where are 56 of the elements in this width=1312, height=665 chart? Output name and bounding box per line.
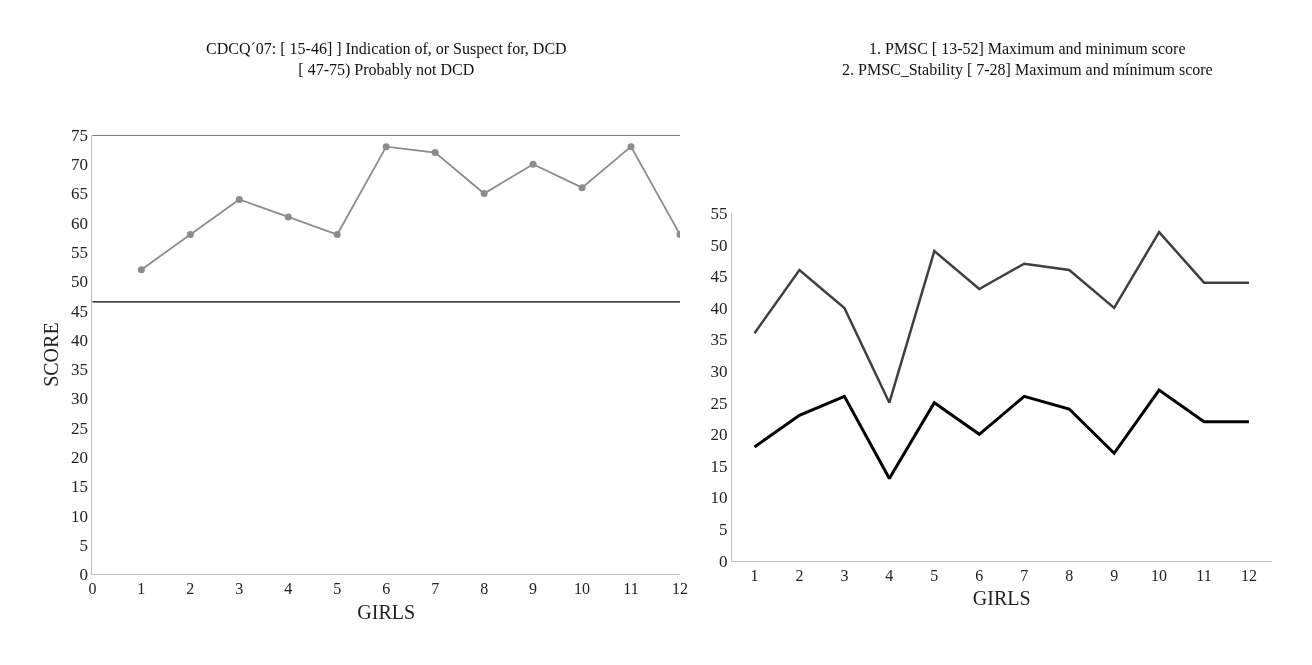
- x-tick-label: 9: [529, 580, 538, 598]
- y-tick-label: 30: [71, 389, 88, 409]
- x-axis-title: GIRLS: [972, 587, 1031, 610]
- y-tick-label: 5: [719, 520, 728, 540]
- y-tick-label: 35: [71, 360, 88, 380]
- x-tick-label: 6: [975, 566, 984, 584]
- x-tick-label: 2: [186, 580, 195, 598]
- y-tick-label: 50: [710, 235, 728, 255]
- x-tick-label: 5: [930, 566, 939, 584]
- y-tick-label: 0: [719, 551, 728, 571]
- x-tick-label: 11: [623, 580, 639, 598]
- y-tick-label: 10: [710, 488, 728, 508]
- x-tick-label: 3: [235, 580, 244, 598]
- x-tick-label: 11: [1196, 566, 1212, 584]
- y-tick-label: 50: [71, 272, 88, 292]
- y-tick-label: 25: [710, 393, 728, 413]
- x-tick-label: 4: [885, 566, 894, 584]
- y-tick-label: 70: [71, 155, 88, 175]
- x-tick-label: 5: [333, 580, 342, 598]
- y-tick-label: 20: [71, 448, 88, 468]
- y-tick-label: 5: [79, 535, 88, 555]
- chart-title: CDCQ´07: [ 15-46] ] Indication of, or Suspect for, DCD [ 47-75) Probably not DCD: [206, 40, 567, 79]
- y-tick-label: 75: [71, 125, 88, 145]
- x-tick-label: 12: [672, 580, 688, 598]
- x-tick-label: 8: [1065, 566, 1074, 584]
- y-tick-label: 10: [71, 506, 88, 526]
- x-tick-label: 10: [574, 580, 591, 598]
- x-tick-label: 2: [795, 566, 804, 584]
- y-tick-label: 15: [71, 477, 88, 497]
- x-tick-label: 3: [840, 566, 849, 584]
- x-tick-label: 1: [137, 580, 146, 598]
- y-tick-label: 45: [71, 301, 88, 321]
- x-tick-label: 1: [750, 566, 759, 584]
- y-tick-label: 55: [71, 243, 88, 263]
- y-tick-label: 15: [710, 456, 728, 476]
- x-tick-label: 9: [1110, 566, 1119, 584]
- y-tick-label: 30: [710, 362, 728, 382]
- x-tick-label: 6: [382, 580, 391, 598]
- y-axis-title: SCORE: [40, 322, 63, 387]
- x-tick-label: 10: [1151, 566, 1168, 584]
- y-tick-label: 20: [710, 425, 728, 445]
- chart-title: 1. PMSC [ 13-52] Maximum and minimum score 2. PMSC_Stability [ 7-28] Maximum and mínimum score: [842, 40, 1213, 79]
- y-tick-label: 55: [710, 204, 728, 224]
- y-tick-label: 45: [710, 267, 728, 287]
- y-tick-label: 60: [71, 213, 88, 233]
- x-tick-label: 4: [284, 580, 293, 598]
- x-tick-label: 7: [431, 580, 440, 598]
- y-tick-label: 25: [71, 418, 88, 438]
- y-tick-label: 40: [710, 298, 728, 318]
- x-tick-label: 12: [1241, 566, 1258, 584]
- y-tick-label: 65: [71, 184, 88, 204]
- x-tick-label: 7: [1020, 566, 1029, 584]
- x-axis-title: GIRLS: [357, 600, 416, 623]
- y-tick-label: 35: [710, 330, 728, 350]
- x-tick-label: 8: [480, 580, 489, 598]
- y-tick-label: 40: [71, 330, 88, 350]
